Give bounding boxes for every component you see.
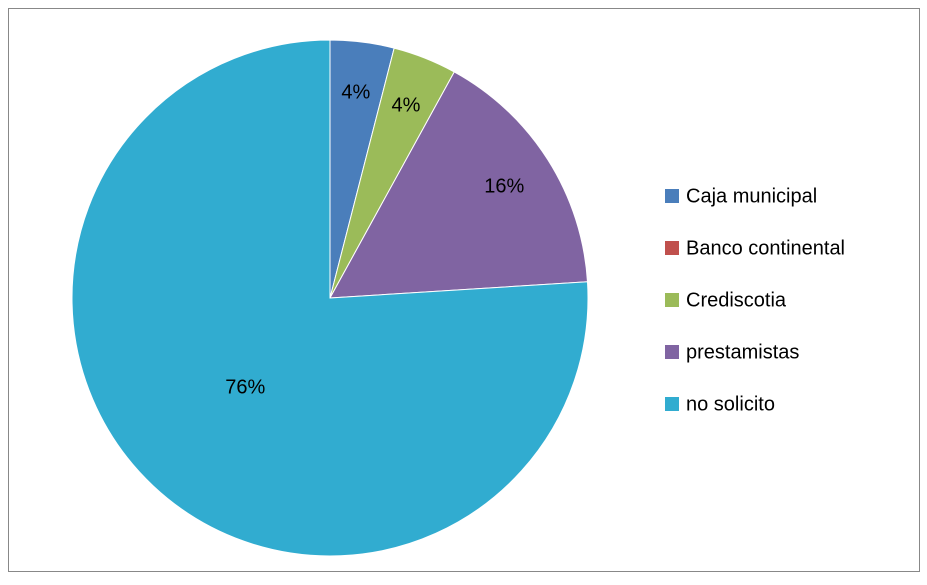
legend-swatch xyxy=(665,241,679,255)
legend-label: Banco continental xyxy=(686,237,845,259)
legend-label: Crediscotia xyxy=(686,289,787,311)
data-label: 76% xyxy=(225,377,265,399)
legend-swatch xyxy=(665,345,679,359)
legend-label: no solicito xyxy=(686,393,775,415)
legend-label: Caja municipal xyxy=(686,185,817,207)
legend-swatch xyxy=(665,189,679,203)
legend-swatch xyxy=(665,293,679,307)
pie-slice xyxy=(329,71,589,299)
data-label: 16% xyxy=(484,176,524,198)
legend-label: prestamistas xyxy=(686,341,799,363)
data-label: 4% xyxy=(392,94,421,116)
legend-swatch xyxy=(665,397,679,411)
pie-slice xyxy=(71,39,589,557)
data-label: 4% xyxy=(341,82,370,104)
